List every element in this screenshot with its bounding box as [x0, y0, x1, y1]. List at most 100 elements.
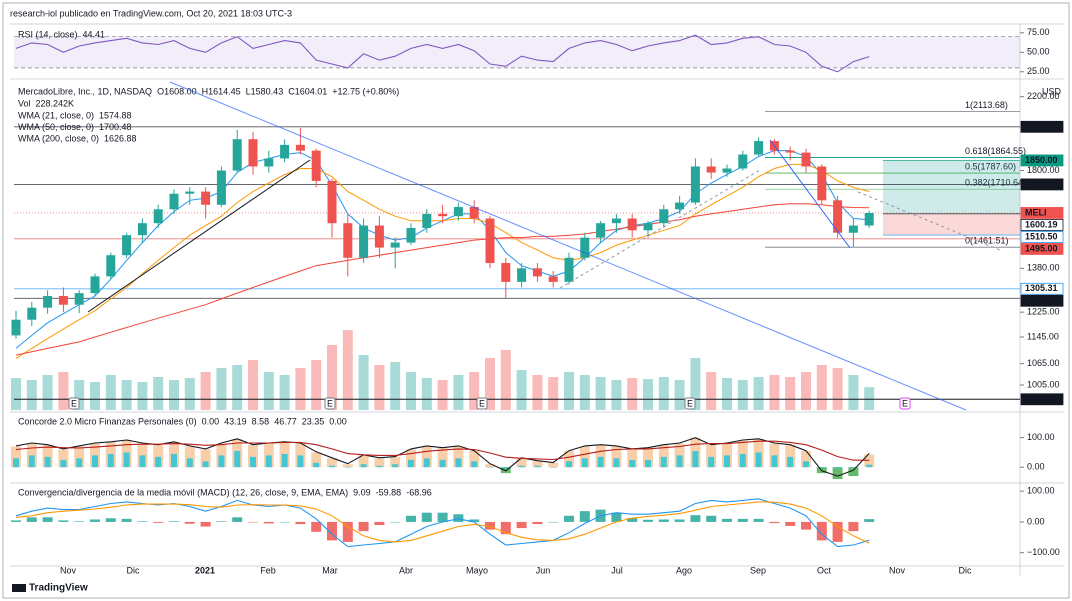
- volume-bar: [184, 378, 195, 410]
- candle-body: [169, 193, 179, 210]
- y-tick-label: 1800.00: [1027, 165, 1060, 175]
- indicator-line: [15, 440, 870, 461]
- histogram-bar: [864, 519, 875, 522]
- earnings-label: E: [479, 398, 485, 408]
- price-tag-label: 1850.00: [1025, 155, 1058, 165]
- candle-body: [311, 150, 321, 181]
- price-tag: [1020, 120, 1064, 133]
- candle-body: [43, 295, 53, 308]
- histogram-bar: [374, 521, 385, 525]
- histogram-bar: [690, 515, 701, 522]
- candle-body: [754, 141, 764, 155]
- legend-value: 23.35: [302, 416, 325, 426]
- x-tick-label: Ago: [676, 565, 692, 575]
- volume-bar: [295, 368, 306, 410]
- histogram-bar: [58, 449, 69, 468]
- histogram-bar: [566, 461, 572, 468]
- histogram-bar: [500, 521, 511, 535]
- histogram-bar: [755, 452, 762, 468]
- volume-bar: [769, 375, 780, 410]
- legend-value: -59.88: [376, 487, 402, 497]
- trend-line: [169, 81, 967, 411]
- histogram-bar: [550, 467, 557, 468]
- earnings-label: E: [327, 398, 333, 408]
- logo-mark: [12, 584, 26, 592]
- volume-bar: [753, 377, 764, 410]
- volume-bar: [153, 377, 164, 410]
- volume-bar: [627, 378, 638, 410]
- candle-body: [833, 200, 843, 233]
- price-tag-label: 1271.85: [1025, 295, 1058, 305]
- candle-body: [264, 158, 274, 167]
- volume-bar: [42, 375, 53, 410]
- histogram-bar: [13, 458, 19, 468]
- volume-bar: [105, 375, 116, 410]
- histogram-bar: [453, 514, 464, 522]
- histogram-bar: [785, 445, 796, 468]
- histogram-bar: [848, 521, 859, 532]
- ohlc-value: C1604.01: [288, 86, 327, 96]
- candle-body: [122, 235, 132, 256]
- histogram-bar: [706, 445, 717, 468]
- histogram-bar: [850, 467, 857, 468]
- histogram-bar: [376, 465, 383, 468]
- volume-bar: [548, 377, 559, 410]
- volume-bar: [216, 368, 227, 410]
- x-tick-label: Jun: [536, 565, 551, 575]
- candle-body: [11, 319, 21, 336]
- earnings-marker: [899, 397, 911, 410]
- histogram-bar: [74, 521, 85, 522]
- price-tag: [1020, 282, 1064, 295]
- x-tick-label: Nov: [60, 565, 77, 575]
- earnings-marker: [476, 397, 488, 410]
- fib-label: 0.382(1710.64): [965, 178, 1026, 188]
- candle-body: [137, 223, 147, 236]
- y-tick-label: −100.00: [1027, 547, 1060, 557]
- histogram-bar: [564, 515, 574, 522]
- rsi-band: [14, 36, 1020, 68]
- rsi-line: [15, 34, 870, 73]
- profit-zone: [883, 160, 1020, 214]
- candle-body: [74, 293, 84, 305]
- histogram-bar: [532, 461, 543, 468]
- histogram-bar: [753, 518, 764, 522]
- candle-body: [406, 227, 416, 243]
- plot-layer: 2200.001800.001600.001380.001225.001145.…: [11, 27, 1064, 575]
- histogram-bar: [74, 446, 85, 468]
- histogram-bar: [816, 521, 827, 541]
- candle-body: [817, 166, 827, 201]
- volume-bar: [26, 380, 37, 410]
- histogram-bar: [722, 518, 732, 522]
- volume-bar: [358, 355, 369, 410]
- candle-body: [280, 144, 290, 159]
- indicator-line: [15, 498, 870, 548]
- histogram-bar: [123, 452, 130, 468]
- histogram-bar: [248, 521, 258, 523]
- y-tick-label: 100.00: [1027, 486, 1055, 496]
- legend-value: 228.242K: [36, 98, 75, 108]
- indicator-title: Concorde 2.0 Micro Finanzas Personales (…: [18, 416, 197, 426]
- candle-body: [106, 255, 116, 277]
- histogram-bar: [487, 467, 493, 468]
- volume-bar: [453, 375, 464, 410]
- histogram-bar: [787, 456, 794, 468]
- volume-bar: [342, 330, 353, 410]
- histogram-bar: [834, 467, 841, 469]
- x-tick-label: Feb: [260, 565, 276, 575]
- candle-body: [153, 209, 163, 224]
- legend-label: WMA (21, close, 0): [18, 110, 94, 120]
- histogram-bar: [660, 456, 667, 468]
- candle-body: [359, 225, 369, 258]
- histogram-bar: [437, 448, 448, 468]
- candle-body: [659, 209, 669, 224]
- legend-value: 1574.88: [99, 110, 132, 120]
- candle-body: [327, 180, 337, 224]
- histogram-bar: [627, 449, 638, 468]
- histogram-bar: [629, 459, 636, 468]
- candle-body: [738, 154, 748, 169]
- volume-bar: [248, 360, 258, 410]
- histogram-bar: [76, 458, 83, 468]
- histogram-bar: [676, 455, 683, 468]
- price-tag-label: 1495.00: [1025, 243, 1058, 253]
